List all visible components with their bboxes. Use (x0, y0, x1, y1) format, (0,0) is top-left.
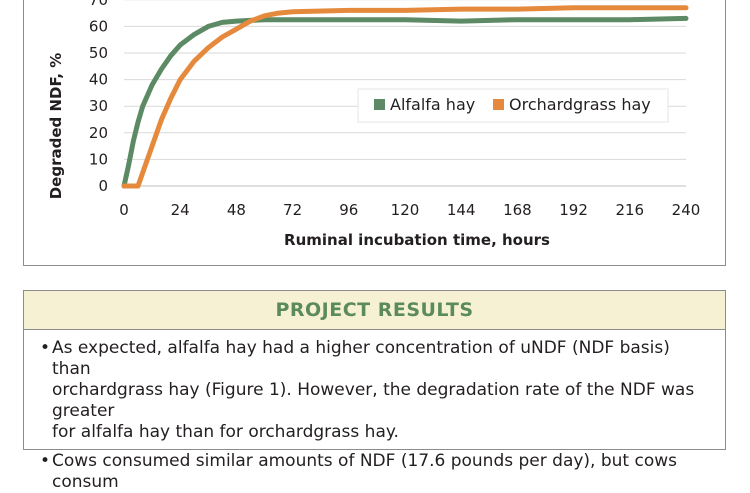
bullet-line: for alfalfa hay than for orchardgrass ha… (52, 422, 399, 442)
y-axis-title: Degraded NDF, % (47, 53, 65, 200)
x-tick-label: 48 (227, 201, 246, 219)
x-tick-label: 168 (503, 201, 532, 219)
chart-panel: 0 10 20 30 40 50 60 70 0 24 48 72 96 120 144 168 192 216 2… (23, 0, 726, 266)
results-header: PROJECT RESULTS (24, 291, 725, 330)
legend-label-alfalfa: Alfalfa hay (390, 95, 475, 114)
bullet-line: As expected, alfalfa hay had a higher co… (52, 338, 670, 379)
legend-swatch-orchardgrass (493, 99, 504, 110)
y-tick-label: 60 (89, 17, 108, 35)
y-tick-label: 10 (89, 150, 108, 168)
y-tick-label: 70 (89, 0, 108, 9)
y-tick-label: 50 (89, 44, 108, 62)
tick-labels: 0 10 20 30 40 50 60 70 0 24 48 72 96 120 144 168 192 216 2… (89, 0, 700, 219)
series-lines (121, 5, 689, 189)
legend-swatch-alfalfa (374, 99, 385, 110)
legend: Alfalfa hay Orchardgrass hay (357, 88, 669, 123)
bullet-line: Cows consumed similar amounts of NDF (17… (52, 451, 678, 492)
series-line-orchardgrass (121, 5, 689, 189)
results-bullet-list: • As expected, alfalfa hay had a higher … (24, 330, 725, 493)
bullet-dot-icon: • (40, 451, 51, 471)
x-tick-label: 96 (339, 201, 358, 219)
y-tick-label: 0 (98, 177, 108, 195)
legend-box (357, 88, 669, 123)
x-axis-title: Ruminal incubation time, hours (284, 231, 550, 249)
bullet-line: orchardgrass hay (Figure 1). However, th… (52, 380, 695, 421)
x-tick-label: 72 (283, 201, 302, 219)
y-tick-label: 30 (89, 97, 108, 115)
series-line-alfalfa (121, 15, 689, 189)
bullet-dot-icon: • (40, 338, 51, 358)
y-tick-label: 40 (89, 71, 108, 89)
ndf-degradation-chart: 0 10 20 30 40 50 60 70 0 24 48 72 96 120 144 168 192 216 2… (47, 0, 700, 249)
x-tick-label: 192 (559, 201, 588, 219)
x-tick-label: 144 (447, 201, 476, 219)
result-bullet: • Cows consumed similar amounts of NDF (… (40, 451, 707, 493)
x-tick-label: 216 (615, 201, 644, 219)
x-tick-label: 240 (672, 201, 701, 219)
project-results-box: PROJECT RESULTS • As expected, alfalfa h… (23, 290, 726, 492)
x-tick-label: 0 (119, 201, 129, 219)
result-bullet: • As expected, alfalfa hay had a higher … (40, 338, 707, 443)
x-tick-label: 24 (171, 201, 190, 219)
legend-label-orchardgrass: Orchardgrass hay (509, 95, 651, 114)
x-tick-label: 120 (391, 201, 420, 219)
results-title: PROJECT RESULTS (275, 299, 474, 321)
y-tick-label: 20 (89, 124, 108, 142)
